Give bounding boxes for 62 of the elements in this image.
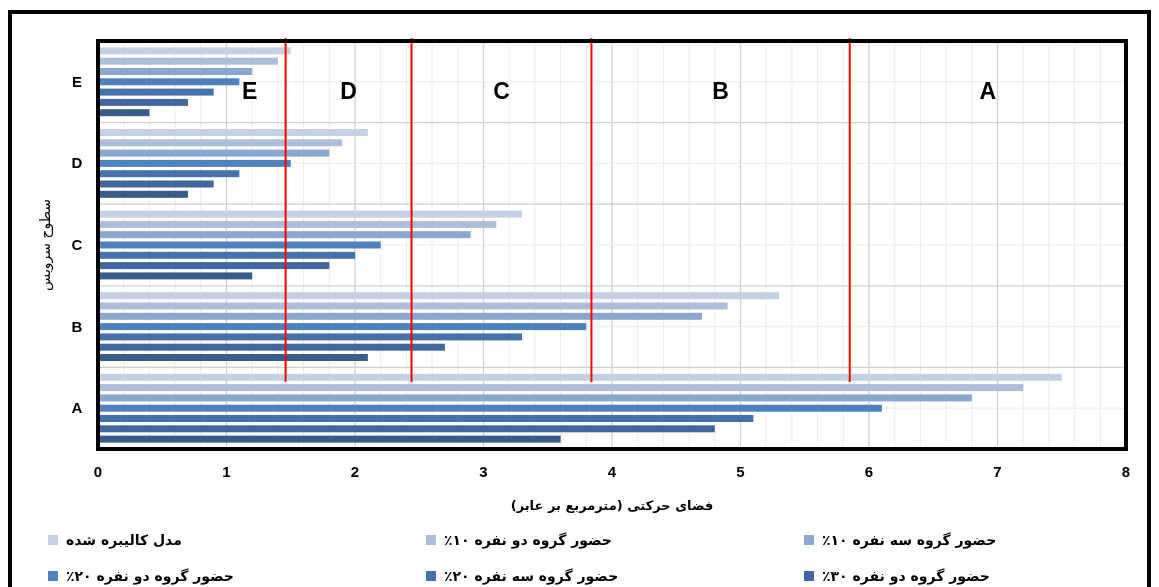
- bar: [98, 180, 214, 188]
- bar: [98, 251, 355, 259]
- bar: [98, 262, 330, 270]
- legend-label: مدل کالیبره شده: [66, 532, 182, 549]
- bar: [98, 149, 330, 157]
- x-tick-label: 0: [93, 463, 103, 480]
- y-tick-label: A: [71, 399, 83, 417]
- x-tick-label: 2: [350, 463, 360, 480]
- bar: [98, 425, 715, 433]
- bar: [98, 394, 972, 402]
- bar: [98, 272, 253, 280]
- bar: [98, 241, 381, 249]
- bar: [98, 88, 214, 96]
- legend-label: حضور گروه سه نفره ۱۰٪: [822, 532, 997, 549]
- bar: [98, 57, 278, 65]
- bar: [98, 333, 523, 341]
- legend-label: حضور گروه دو نفره ۱۰٪: [444, 532, 612, 549]
- bar: [98, 109, 150, 117]
- bar: [98, 373, 1062, 381]
- bar: [98, 190, 188, 198]
- bar: [98, 47, 291, 55]
- bar: [98, 170, 240, 178]
- legend-label: حضور گروه سه نفره ۲۰٪: [444, 568, 619, 585]
- bar: [98, 384, 1024, 392]
- bar: [98, 435, 561, 443]
- x-tick-label: 1: [222, 463, 231, 480]
- x-tick-label: 8: [1121, 463, 1131, 480]
- annotation: B: [712, 78, 729, 104]
- x-tick-label: 6: [864, 463, 874, 480]
- legend-label: حضور گروه دو نفره ۲۰٪: [66, 568, 234, 585]
- y-tick-label: E: [71, 72, 83, 90]
- bar: [98, 210, 523, 218]
- bar: [98, 129, 368, 136]
- y-tick-label: D: [71, 154, 83, 172]
- bar: [98, 323, 587, 331]
- bar: [98, 98, 188, 106]
- bar: [98, 68, 253, 75]
- y-tick-label: C: [71, 236, 83, 253]
- annotation: E: [241, 78, 258, 104]
- bar: [98, 302, 728, 310]
- legend-label: حضور گروه دو نفره ۳۰٪: [822, 568, 990, 585]
- y-axis-title: سطوح سرویس: [37, 199, 54, 291]
- annotation: C: [493, 78, 510, 104]
- bar: [98, 343, 445, 351]
- bar: [98, 220, 497, 228]
- x-tick-label: 3: [479, 463, 488, 480]
- bar: [98, 159, 291, 167]
- bar: [98, 415, 754, 422]
- y-tick-label: B: [71, 317, 83, 335]
- x-axis-title: فضای حرکتی (مترمربع بر عابر): [510, 498, 714, 513]
- x-tick-label: 4: [607, 463, 617, 480]
- x-tick-label: 5: [736, 463, 745, 480]
- bar: [98, 312, 702, 320]
- annotation: A: [979, 78, 997, 104]
- bar: [98, 139, 343, 147]
- bar: [98, 231, 471, 239]
- bar: [98, 404, 882, 412]
- bar: [98, 78, 240, 86]
- annotation: D: [340, 78, 357, 104]
- x-tick-label: 7: [993, 463, 1002, 480]
- bar: [98, 292, 780, 300]
- bar: [98, 354, 368, 361]
